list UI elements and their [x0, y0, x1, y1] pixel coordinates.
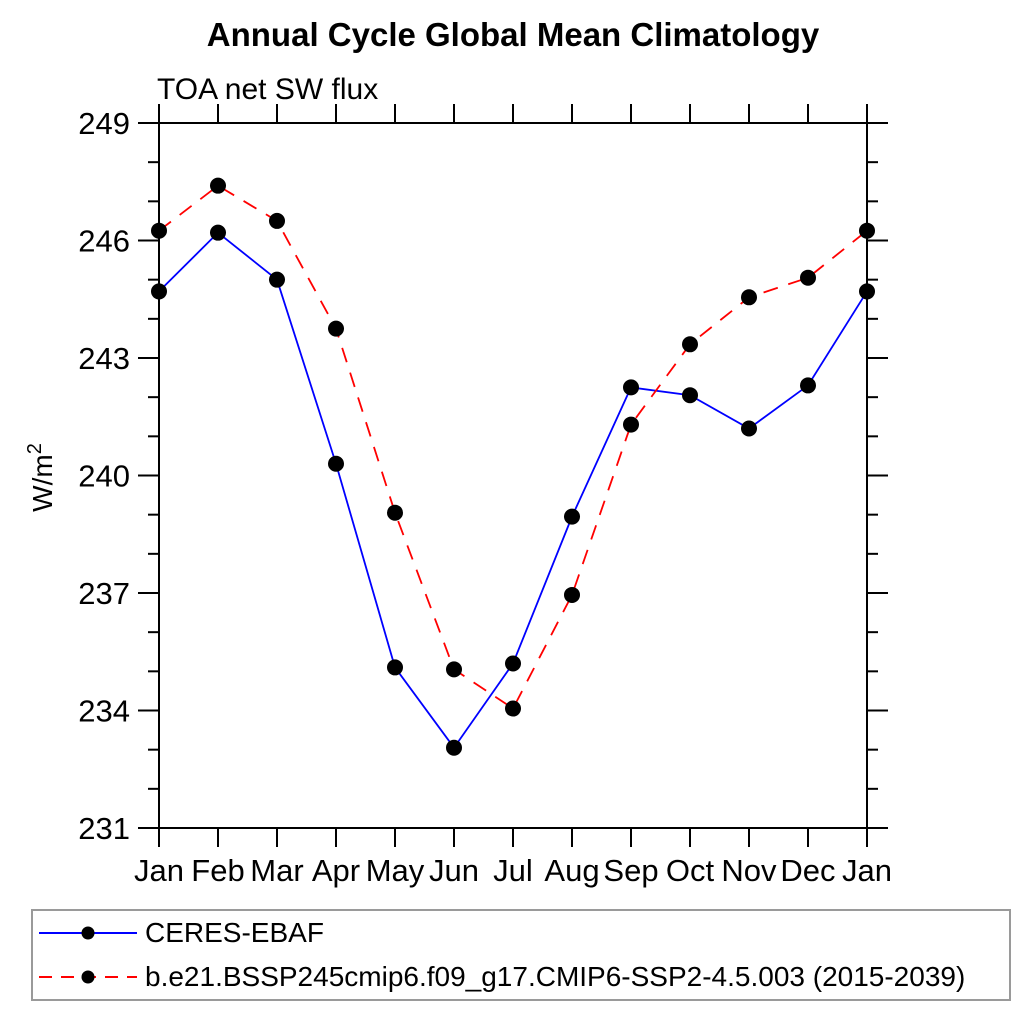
y-tick-label: 243: [78, 341, 130, 376]
chart-subtitle: TOA net SW flux: [157, 73, 378, 106]
x-tick-label: Jun: [429, 853, 479, 888]
x-tick-label: Jul: [493, 853, 533, 888]
x-tick-label: Oct: [666, 853, 715, 888]
legend-label-model: b.e21.BSSP245cmip6.f09_g17.CMIP6-SSP2-4.…: [145, 961, 966, 992]
data-point-marker: [623, 416, 639, 433]
x-tick-label: Sep: [603, 853, 658, 888]
x-tick-label: Jan: [134, 853, 184, 888]
data-point-marker: [623, 379, 639, 396]
y-axis-label: W/m2: [24, 443, 58, 512]
x-tick-label: Apr: [312, 853, 360, 888]
y-tick-label: 249: [78, 106, 130, 141]
legend: CERES-EBAF b.e21.BSSP245cmip6.f09_g17.CM…: [31, 909, 1011, 1001]
data-point-marker: [564, 508, 580, 525]
x-tick-label: Dec: [780, 853, 835, 888]
y-tick-label: 246: [78, 224, 130, 259]
data-point-marker: [741, 289, 757, 306]
y-tick-label: 234: [78, 694, 130, 729]
legend-item-model: b.e21.BSSP245cmip6.f09_g17.CMIP6-SSP2-4.…: [38, 957, 1009, 997]
y-tick-label: 231: [78, 811, 130, 846]
data-point-marker: [800, 269, 816, 286]
data-point-marker: [210, 177, 226, 194]
series-line-1: [158, 184, 868, 710]
data-point-marker: [741, 420, 757, 437]
data-point-marker: [859, 283, 875, 300]
data-point-marker: [800, 377, 816, 394]
data-point-marker: [505, 700, 521, 717]
x-tick-label: Jan: [842, 853, 892, 888]
x-tick-label: Feb: [191, 853, 244, 888]
x-tick-label: May: [366, 853, 425, 888]
legend-label-ceres-ebaf: CERES-EBAF: [145, 917, 324, 948]
chart-title: Annual Cycle Global Mean Climatology: [207, 16, 820, 53]
legend-item-ceres-ebaf: CERES-EBAF: [38, 913, 1009, 953]
data-point-marker: [151, 222, 167, 239]
data-point-marker: [682, 336, 698, 353]
data-point-marker: [151, 283, 167, 300]
data-point-marker: [446, 661, 462, 678]
data-point-marker: [505, 655, 521, 672]
data-point-marker: [446, 739, 462, 756]
data-point-marker: [387, 504, 403, 521]
x-tick-label: Nov: [721, 853, 777, 888]
x-tick-label: Aug: [544, 853, 599, 888]
data-point-marker: [682, 387, 698, 404]
data-point-marker: [269, 271, 285, 288]
legend-dashed-line-marker-icon: [39, 970, 137, 984]
legend-solid-line-marker-icon: [39, 926, 137, 940]
y-tick-label: 240: [78, 459, 130, 494]
data-point-marker: [387, 659, 403, 676]
data-point-marker: [269, 212, 285, 229]
y-tick-label: 237: [78, 576, 130, 611]
data-point-marker: [328, 320, 344, 337]
plot-frame: [158, 122, 868, 829]
data-point-marker: [210, 224, 226, 241]
data-point-marker: [859, 222, 875, 239]
x-tick-label: Mar: [250, 853, 303, 888]
data-point-marker: [564, 586, 580, 603]
data-point-marker: [328, 455, 344, 472]
